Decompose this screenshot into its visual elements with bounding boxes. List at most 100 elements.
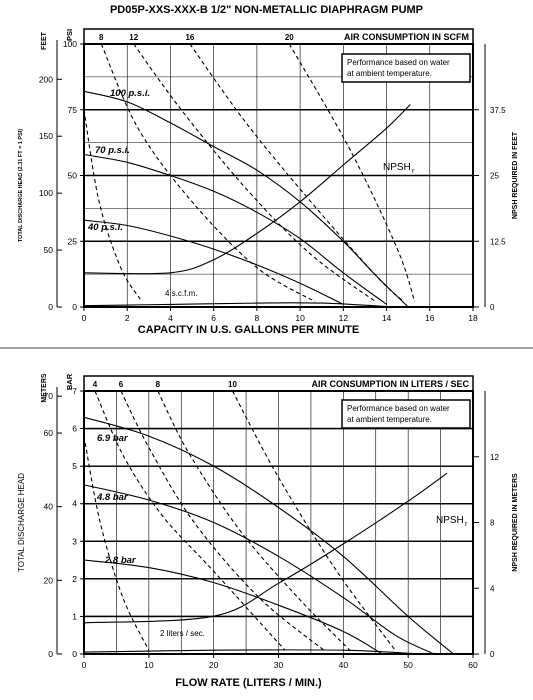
note-box [341,53,471,83]
air-tick-label: 8 [99,33,104,42]
note-line: Performance based on water [347,404,450,413]
air-curve [133,43,377,303]
outer-tick-label: 0 [48,302,53,312]
pressure-curve [83,484,435,655]
y-tick-label: 100 [63,39,77,49]
grid [84,44,473,307]
npsh-tick-label: 8 [490,519,495,528]
air-curve [100,43,316,303]
pressure-curve [83,302,394,308]
npsh-axis-title: NPSH REQUIRED IN METERS [512,473,519,572]
npsh-label: NPSH [436,515,464,526]
outer-tick-label: 60 [44,428,54,438]
air-curve [94,390,286,651]
x-tick-label: 10 [144,660,154,670]
outer-axis-unit: FEET [41,31,48,50]
air-axis-bar [83,28,474,45]
outer-tick-label: 0 [48,649,53,659]
npsh-tick-label: 0 [490,650,495,659]
x-tick-label: 20 [209,660,219,670]
air-curve [232,390,396,651]
y-tick-label: 5 [72,461,77,471]
air-tick-label: 12 [129,33,138,42]
npsh-tick-label: 4 [490,584,495,593]
pressure-curve-label: 40 p.s.i. [87,222,123,233]
pressure-curve [83,649,422,655]
pressure-curve [83,90,409,308]
npsh-label-sub: r [412,168,415,175]
x-tick-label: 16 [425,313,435,323]
air-tick-label: 8 [156,380,161,389]
pressure-curve-label: 4.8 bar [96,492,129,503]
air-min-label: 4 s.c.f.m. [165,289,197,298]
x-tick-label: 40 [339,660,349,670]
air-axis-label: AIR CONSUMPTION IN SCFM [344,32,469,42]
outer-tick-label: 20 [44,575,54,585]
air-tick-label: 6 [119,380,124,389]
x-tick-label: 8 [255,313,260,323]
x-tick-label: 14 [382,313,392,323]
y-axis-unit: BAR [65,373,74,390]
note-box [341,399,471,429]
outer-tick-label: 50 [44,245,54,255]
outer-tick-label: 70 [44,391,54,401]
outer-tick-label: 200 [39,74,53,84]
air-curve [120,390,325,651]
npsh-axis-title: NPSH REQUIRED IN FEET [512,131,519,219]
pressure-curve [83,416,454,655]
y-axis-title: TOTAL DISCHARGE HEAD [17,473,26,572]
x-tick-label: 60 [468,660,478,670]
y-tick-label: 7 [72,386,77,396]
page-title: PD05P-XXS-XXX-B 1/2" NON-METALLIC DIAPHR… [109,4,424,16]
outer-tick-label: 150 [39,131,53,141]
pressure-curve-label: 6.9 bar [97,433,129,444]
y-tick-label: 3 [72,536,77,546]
y-tick-label: 4 [72,499,77,509]
y-tick-label: 0 [72,302,77,312]
x-axis-title: CAPACITY IN U.S. GALLONS PER MINUTE [138,324,359,336]
x-tick-label: 12 [339,313,349,323]
air-tick-label: 16 [185,33,194,42]
x-tick-label: 2 [125,313,130,323]
x-tick-label: 18 [468,313,478,323]
npsh-tick-label: 25 [490,172,499,181]
npsh-tick-label: 12 [490,453,499,462]
outer-tick-label: 40 [44,502,54,512]
pressure-curve [83,559,383,655]
x-axis-title: FLOW RATE (LITERS / MIN.) [175,677,322,689]
note-line: at ambient temperature. [347,69,432,78]
y-tick-label: 1 [72,611,77,621]
npsh-tick-label: 12.5 [490,237,506,246]
outer-tick-label: 100 [39,188,53,198]
pressure-curve-label: 70 p.s.i. [95,145,130,156]
npsh-tick-label: 0 [490,303,495,312]
air-curve [288,43,416,302]
npsh-label-sub: r [465,521,468,528]
x-tick-label: 30 [274,660,284,670]
x-tick-label: 50 [403,660,413,670]
note-line: at ambient temperature. [347,415,432,424]
x-tick-label: 6 [211,313,216,323]
pressure-curve [83,219,344,305]
npsh-tick-label: 37.5 [490,106,506,115]
air-curve [83,435,150,651]
note-line: Performance based on water [347,58,450,67]
x-tick-label: 0 [82,313,87,323]
outer-axis-unit: METERS [41,373,48,403]
x-tick-label: 10 [295,313,305,323]
y-tick-label: 50 [68,171,78,181]
npsh-label: NPSH [383,162,411,173]
air-min-label: 2 liters / sec. [160,629,205,638]
y-axis-unit: PSI [65,29,74,41]
air-tick-label: 4 [93,380,98,389]
pressure-curve [83,153,387,305]
air-axis-bar [83,375,474,392]
pressure-curve-label: 2.8 bar [104,555,137,566]
air-curve [157,390,351,651]
y-tick-label: 6 [72,424,77,434]
y-tick-label: 2 [72,574,77,584]
air-tick-label: 20 [285,33,294,42]
